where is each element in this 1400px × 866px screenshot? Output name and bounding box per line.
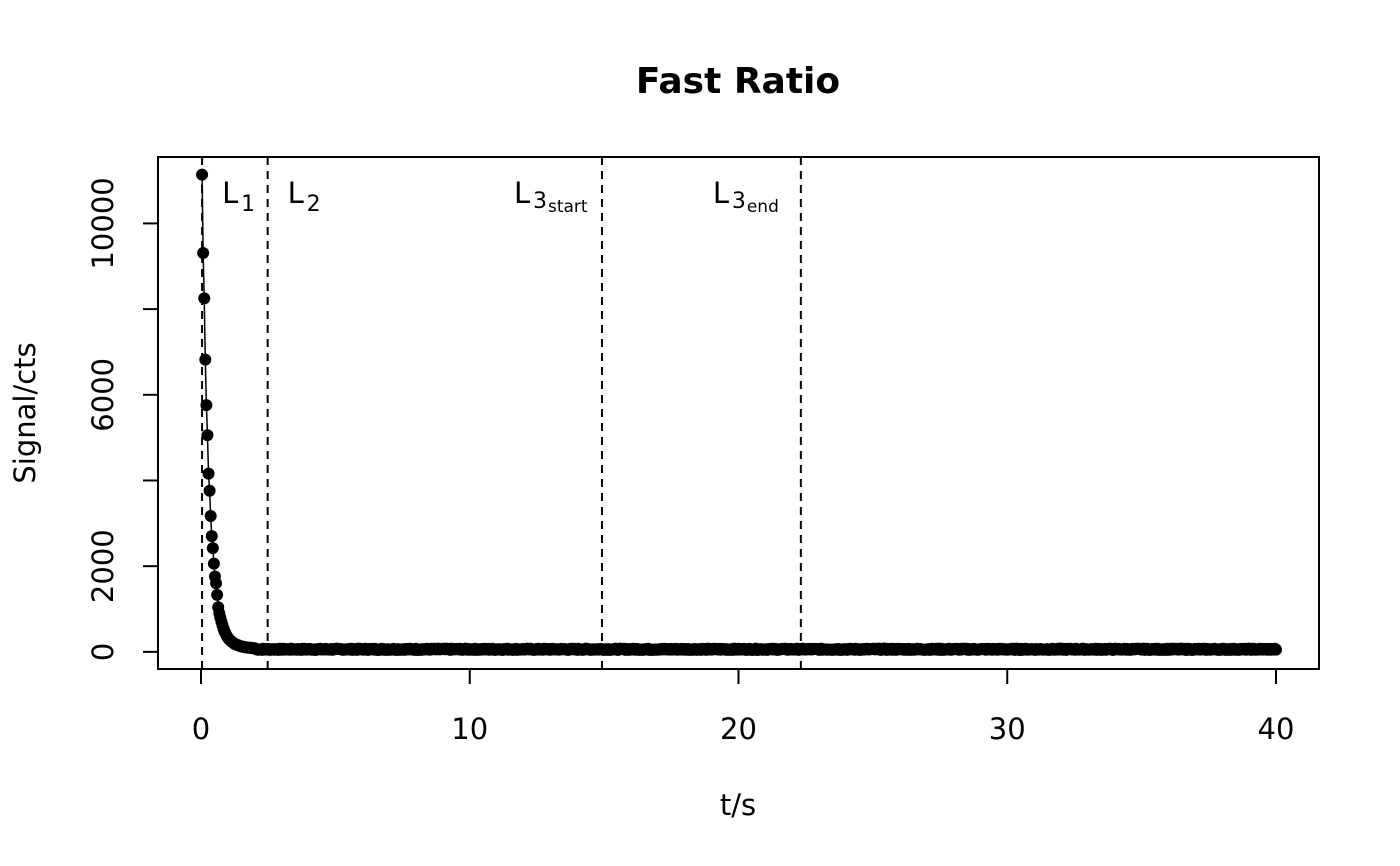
- marker-label-text: L: [514, 176, 530, 210]
- marker-label-4: L 3 end: [713, 176, 779, 217]
- x-axis: 0 10 20 30 40: [192, 668, 1295, 746]
- y-tick-label: 2000: [86, 529, 120, 603]
- vertical-markers: L 1 L 2 L 3 start L 3 end: [201, 157, 802, 669]
- y-axis: 0 2000 6000 10000: [86, 177, 158, 661]
- y-axis-label: Signal/cts: [8, 342, 42, 483]
- data-point: [206, 542, 219, 555]
- data-point: [1270, 643, 1282, 656]
- data-point: [207, 557, 220, 570]
- data-series: [196, 168, 1282, 656]
- marker-label-text: L: [222, 176, 238, 210]
- data-point: [202, 467, 215, 480]
- data-point: [210, 577, 223, 590]
- data-point: [196, 168, 209, 181]
- marker-label-sub2: start: [548, 197, 588, 217]
- data-point: [197, 246, 210, 259]
- x-tick-label: 20: [720, 712, 757, 746]
- marker-label-text: L: [713, 176, 729, 210]
- marker-label-sub: 1: [241, 192, 255, 217]
- data-point: [199, 353, 212, 366]
- marker-label-3: L 3 start: [514, 176, 588, 217]
- marker-label-sub: 3: [732, 189, 746, 214]
- data-point: [203, 484, 216, 497]
- marker-label-sub: 3: [533, 189, 547, 214]
- y-tick-label: 10000: [86, 177, 120, 269]
- data-point: [204, 510, 217, 523]
- series-line: [201, 174, 1277, 651]
- data-point: [211, 588, 224, 601]
- marker-label-sub: 2: [307, 192, 321, 217]
- data-point: [200, 399, 213, 412]
- data-point: [198, 292, 211, 305]
- data-point: [201, 429, 214, 442]
- y-tick-label: 0: [86, 643, 120, 661]
- x-tick-label: 0: [192, 712, 210, 746]
- marker-label-text: L: [288, 176, 304, 210]
- x-tick-label: 10: [451, 712, 488, 746]
- x-tick-label: 30: [989, 712, 1026, 746]
- chart-title: Fast Ratio: [636, 61, 840, 102]
- y-tick-label: 6000: [86, 358, 120, 432]
- data-point: [205, 530, 218, 543]
- marker-label-sub2: end: [747, 197, 779, 217]
- plot-frame: [157, 156, 1320, 670]
- x-axis-label: t/s: [720, 788, 756, 822]
- x-tick-label: 40: [1258, 712, 1295, 746]
